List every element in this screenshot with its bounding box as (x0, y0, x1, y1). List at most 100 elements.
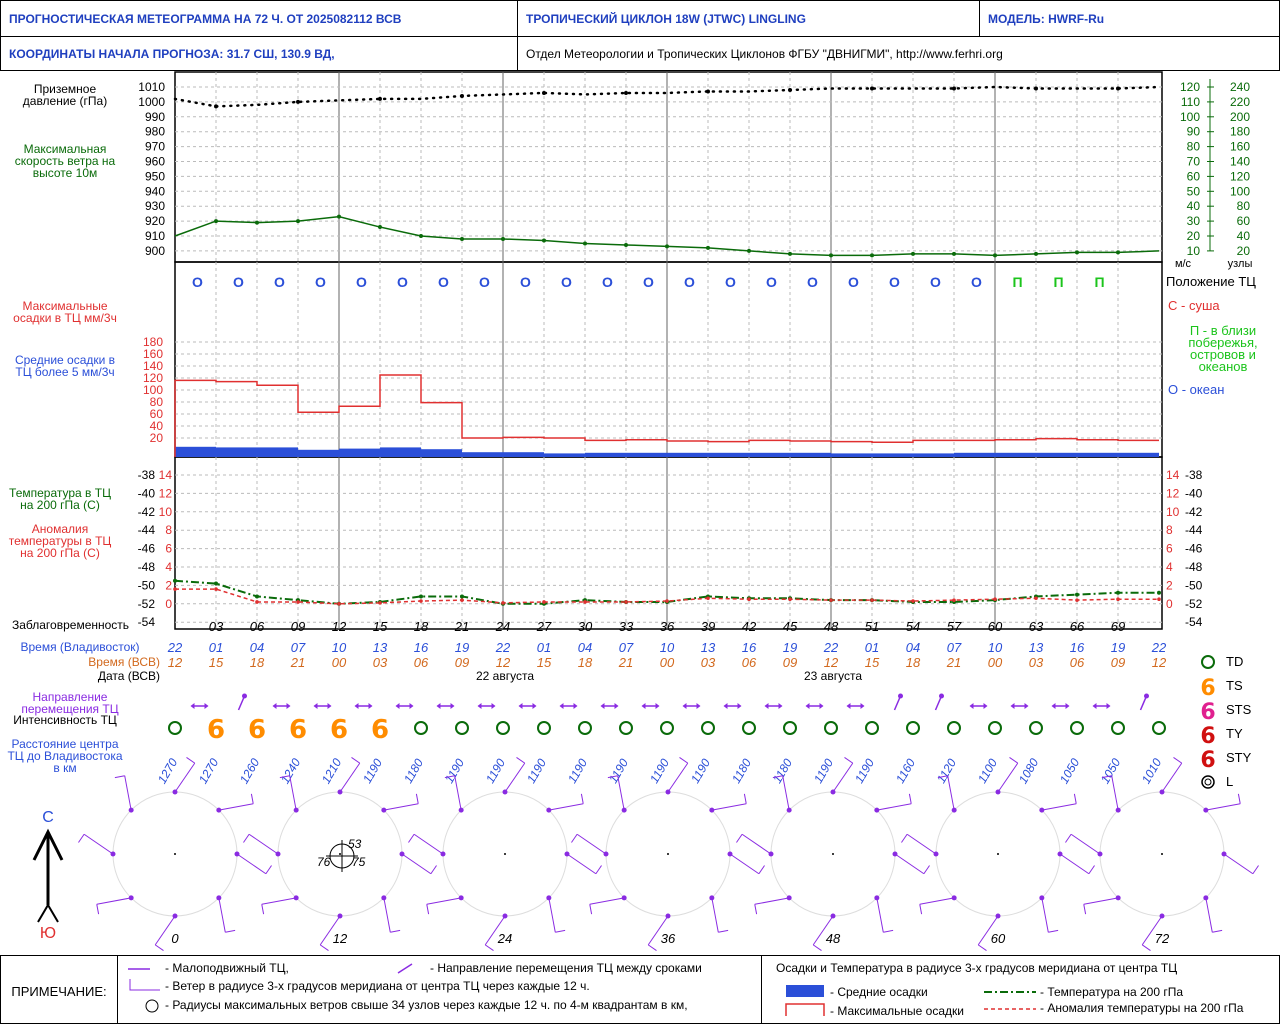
time-vlad-tick: 13 (1029, 640, 1044, 655)
wind-barb-flag (444, 775, 455, 779)
stationary-arrow-right (491, 703, 496, 709)
lead-tick: 18 (414, 619, 429, 634)
compass-head (32, 828, 64, 861)
wind-barb-flag (430, 865, 437, 875)
position-marker: О (766, 274, 777, 290)
wind-barb-flag (1009, 757, 1019, 764)
temp200-label: Температура в ТЦ на 200 гПа (С) (9, 486, 111, 512)
wind-point (788, 251, 792, 256)
knot-tick-label: 240 (1230, 80, 1250, 94)
wind-barb-flag (261, 904, 265, 915)
footer-note: ПРИМЕЧАНИЕ: (11, 984, 107, 999)
wind-barb-flag (426, 904, 430, 915)
pressure-tick-label: 1010 (138, 80, 165, 94)
temp-tick-label-right: -40 (1185, 486, 1203, 500)
time-vlad-tick: 13 (373, 640, 388, 655)
stationary-arrow-left (1051, 703, 1056, 709)
footer-right-title: Осадки и Температура в радиусе 3-х граду… (776, 961, 1178, 975)
wind-barb (1141, 915, 1163, 946)
time-vlad-tick: 04 (578, 640, 592, 655)
distance-label: 1190 (852, 756, 877, 786)
time-utc-tick: 21 (618, 655, 633, 670)
radius-ne: 53 (348, 837, 362, 851)
wind-barb-flag (977, 944, 987, 951)
start-coords: КООРДИНАТЫ НАЧАЛА ПРОГНОЗА: 31.7 СШ, 130… (9, 46, 335, 61)
time-utc-tick: 06 (742, 655, 757, 670)
stationary-arrow-left (1010, 703, 1015, 709)
temp-tick-label-left: -48 (138, 560, 156, 574)
stationary-arrow-right (737, 703, 742, 709)
time-vlad-tick: 16 (1070, 640, 1085, 655)
position-marker: О (602, 274, 613, 290)
wind-point (870, 253, 874, 258)
lead-tick: 48 (824, 619, 839, 634)
distance-label: 1190 (360, 756, 385, 786)
direction-arrow-head (939, 693, 944, 699)
wind-barb-flag (647, 944, 657, 951)
stationary-arrow-left (313, 703, 318, 709)
legend-intensity-label: TS (1226, 678, 1243, 693)
wind-barb-flag (937, 775, 948, 779)
lead-tick: 60 (988, 619, 1003, 634)
stationary-arrow-right (1106, 703, 1111, 709)
direction-arrow-head (898, 693, 903, 699)
wind-barb-flag (883, 929, 894, 933)
pressure-tick-label: 990 (145, 110, 165, 124)
lead-tick: 15 (373, 619, 388, 634)
position-marker: О (971, 274, 982, 290)
anomaly-point (583, 600, 587, 604)
time-utc-tick: 15 (865, 655, 880, 670)
anomaly-point (173, 587, 177, 591)
anomaly-point (337, 602, 341, 606)
wind-barb (248, 833, 279, 855)
wind-point (1116, 250, 1120, 255)
anomaly-tick-label-left: 8 (165, 523, 172, 537)
wind-point (419, 234, 423, 238)
barb-hour-label: 60 (991, 931, 1006, 946)
legend-sts-icon: 6 (1200, 700, 1215, 725)
time-vlad-tick: 04 (906, 640, 920, 655)
temp-point (1075, 592, 1079, 597)
distance-label: 1260 (237, 756, 263, 786)
wind-barb (1041, 803, 1077, 811)
legend-ts-icon: 6 (1200, 676, 1215, 701)
temp-tick-label-left: -46 (138, 542, 156, 556)
intensity-td-icon (496, 721, 510, 735)
time-vlad-tick: 22 (823, 640, 839, 655)
intensity-td-icon (988, 721, 1002, 735)
lead-tick: 09 (291, 619, 305, 634)
anomaly-point (1075, 598, 1079, 602)
stationary-arrow-right (286, 703, 291, 709)
footer-r3: - Температура на 200 гПа (1040, 985, 1184, 999)
wind-barb-flag (589, 904, 593, 915)
footer-direction-icon (397, 963, 413, 974)
wind-point (665, 244, 669, 249)
precip-avg-bar (1118, 452, 1159, 457)
time-vlad-tick: 19 (783, 640, 797, 655)
wind-barb-flag (718, 929, 729, 933)
position-marker: О (684, 274, 695, 290)
date-label: Дата (ВСВ) (97, 669, 160, 683)
wind-point (706, 245, 710, 250)
wind-point (378, 225, 382, 230)
ms-tick-label: 20 (1187, 229, 1201, 243)
anomaly-tick-label-left: 2 (165, 578, 172, 592)
barb-center (339, 853, 341, 855)
barb-center (174, 853, 176, 855)
intensity-td-icon (742, 721, 756, 735)
wind-barb (812, 915, 834, 946)
wind-barb (383, 803, 419, 811)
pressure-tick-label: 920 (145, 214, 165, 228)
lead-tick: 54 (906, 619, 920, 634)
wind-point (337, 214, 341, 219)
wind-barb-flag (1173, 757, 1183, 764)
anomaly-point (1034, 596, 1038, 601)
lead-tick: 36 (660, 619, 675, 634)
anomaly-point (829, 598, 833, 602)
wind-barb-flag (516, 757, 526, 764)
wind-barb-flag (679, 757, 689, 764)
knot-tick-label: 200 (1230, 110, 1250, 124)
distance-label: 1010 (1139, 756, 1165, 786)
ms-tick-label: 50 (1187, 184, 1201, 198)
temp-tick-label-left: -52 (138, 597, 156, 611)
